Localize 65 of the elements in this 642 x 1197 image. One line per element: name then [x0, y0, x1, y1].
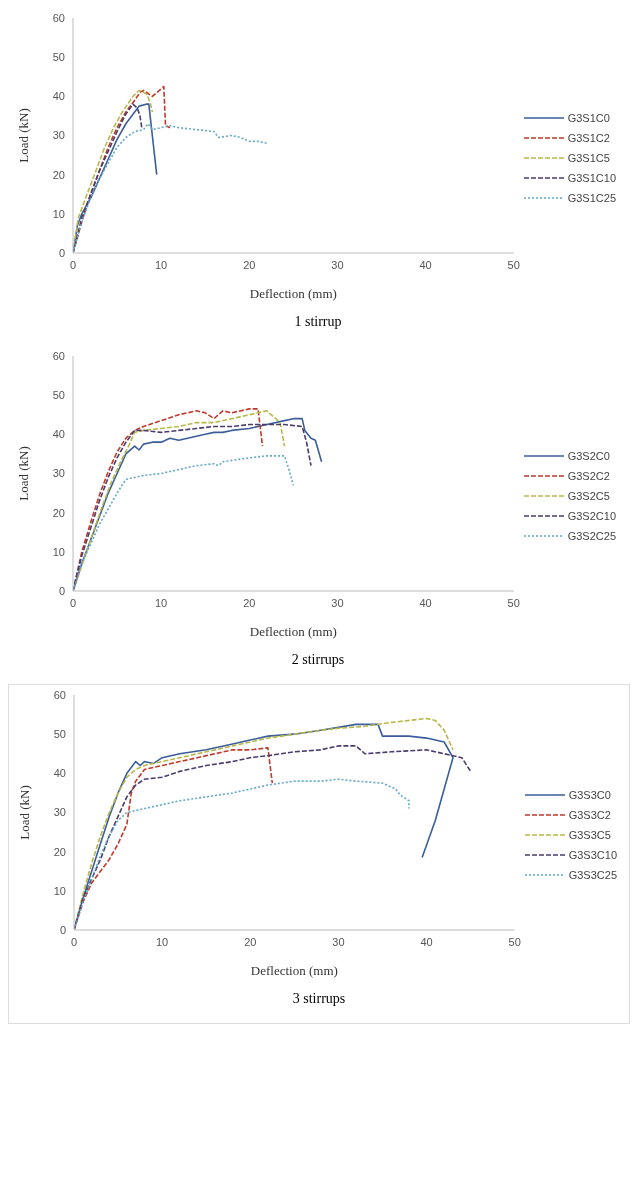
x-tick-label: 0	[70, 935, 78, 948]
x-tick-label: 40	[419, 258, 432, 271]
y-tick-label: 30	[53, 806, 66, 819]
x-tick-label: 20	[244, 935, 257, 948]
x-tick-label: 10	[156, 935, 169, 948]
x-tick-label: 10	[155, 596, 168, 609]
legend-label: G3S2C25	[567, 530, 616, 542]
legend-label: G3S3C2	[568, 809, 611, 821]
legend-label: G3S1C25	[567, 192, 616, 204]
y-tick-label: 0	[59, 923, 66, 936]
y-tick-label: 0	[58, 246, 65, 259]
legend-label: G3S1C10	[567, 172, 616, 184]
y-tick-label: 20	[52, 168, 65, 181]
x-tick-label: 50	[508, 935, 521, 948]
line-series	[73, 103, 143, 253]
x-tick-label: 30	[331, 596, 344, 609]
y-tick-label: 0	[58, 584, 65, 597]
y-tick-label: 40	[53, 767, 66, 780]
y-tick-label: 20	[52, 506, 65, 519]
legend-label: G3S2C10	[567, 510, 616, 522]
y-tick-label: 40	[52, 90, 65, 103]
y-tick-label: 30	[52, 467, 65, 480]
legend-label: G3S3C25	[568, 869, 617, 881]
y-tick-label: 20	[53, 845, 66, 858]
legend-label: G3S2C5	[567, 490, 610, 502]
text: 2 stirrups	[290, 652, 346, 668]
legend-label: G3S3C0	[568, 789, 611, 801]
legend-label: G3S3C5	[568, 829, 611, 841]
y-axis-title: Load (kN)	[15, 108, 31, 163]
y-axis-title: Load (kN)	[15, 446, 31, 501]
y-tick-label: 50	[52, 51, 65, 64]
line-series	[73, 85, 171, 253]
text: 3 stirrups	[291, 991, 347, 1007]
y-tick-label: 10	[52, 545, 65, 558]
y-tick-label: 50	[52, 389, 65, 402]
x-tick-label: 0	[69, 258, 77, 271]
y-tick-label: 50	[53, 728, 66, 741]
legend-label: G3S1C2	[567, 132, 610, 144]
y-tick-label: 60	[53, 688, 66, 701]
x-axis-title: Deflection (mm)	[250, 963, 338, 978]
x-tick-label: 20	[243, 596, 256, 609]
legend-label: G3S2C2	[567, 470, 610, 482]
x-tick-label: 20	[243, 258, 256, 271]
x-tick-label: 40	[420, 935, 433, 948]
x-tick-label: 30	[332, 935, 345, 948]
y-tick-label: 60	[52, 11, 65, 24]
y-tick-label: 40	[52, 428, 65, 441]
text: 1 stirrup	[293, 314, 343, 330]
y-tick-label: 60	[52, 349, 65, 362]
y-tick-label: 10	[52, 207, 65, 220]
legend-label: G3S1C5	[567, 152, 610, 164]
x-tick-label: 50	[507, 596, 520, 609]
y-axis-title: Load (kN)	[16, 785, 32, 840]
x-axis-title: Deflection (mm)	[249, 624, 337, 639]
x-tick-label: 50	[507, 258, 520, 271]
x-tick-label: 0	[69, 596, 77, 609]
legend-label: G3S3C10	[568, 849, 617, 861]
y-tick-label: 10	[53, 884, 66, 897]
legend-label: G3S1C0	[567, 112, 610, 124]
legend-label: G3S2C0	[567, 450, 610, 462]
x-tick-label: 30	[331, 258, 344, 271]
x-axis-title: Deflection (mm)	[249, 286, 337, 301]
x-tick-label: 10	[155, 258, 168, 271]
y-tick-label: 30	[52, 129, 65, 142]
x-tick-label: 40	[419, 596, 432, 609]
